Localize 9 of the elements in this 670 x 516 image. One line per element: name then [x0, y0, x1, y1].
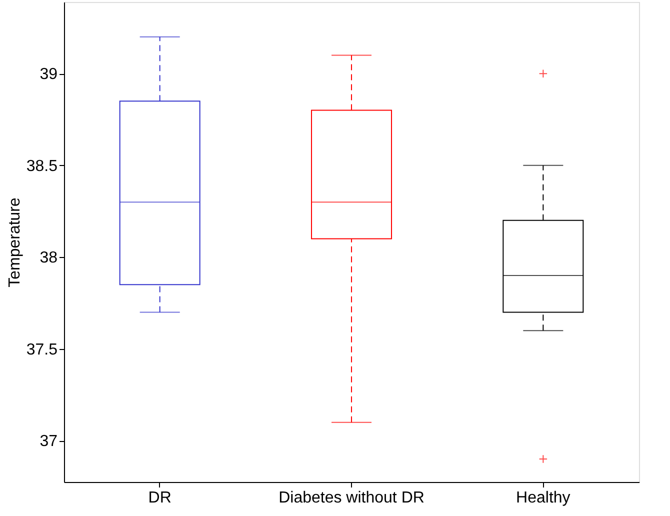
y-tick-label: 39: [40, 66, 58, 84]
y-tick-label: 37.5: [26, 341, 58, 358]
x-tick-label: DR: [148, 490, 172, 506]
x-tick-label: Diabetes without DR: [278, 490, 424, 506]
x-tick-label: Healthy: [516, 490, 570, 506]
y-tick-label: 37: [40, 433, 58, 450]
y-tick-label: 38.5: [26, 158, 58, 175]
y-tick-label: 38: [40, 250, 58, 267]
y-axis-title: Temperature: [6, 197, 24, 288]
